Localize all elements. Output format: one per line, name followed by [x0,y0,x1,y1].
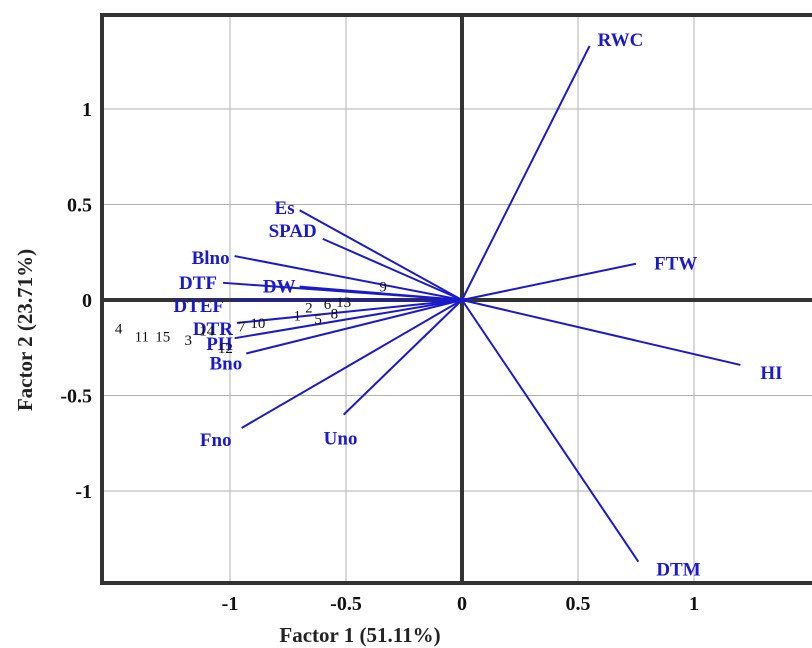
vector-label-ph: PH [206,334,233,355]
vector-es [299,209,463,301]
vector-label-dtr: DTR [193,319,233,340]
vector-dtr [236,299,463,324]
vector-label-blno: Blno [192,248,230,269]
vector-uno [342,299,463,416]
vector-dtm [461,299,640,563]
variable-vectors: RWCFTWHIDTMEsSPADBlnoDWDTFDTEFDTRPHBnoFn… [173,30,782,581]
vector-ftw [461,262,637,301]
vector-label-uno: Uno [324,429,358,450]
vector-label-dtef: DTEF [173,296,224,317]
vector-ph [234,299,463,340]
observation-label-2: 2 [305,301,313,317]
vector-fno [241,299,463,429]
x-tick-label: 1 [689,593,699,615]
y-tick-label: -1 [75,481,92,503]
observation-label-1: 1 [294,308,302,324]
vector-blno [234,255,463,301]
vector-label-ftw: FTW [654,254,697,275]
vector-dtf [222,281,463,301]
observation-label-8: 8 [331,306,339,322]
x-tick-label: -0.5 [330,593,362,615]
vector-rwc [461,45,591,301]
vector-label-spad: SPAD [269,221,317,242]
y-tick-label: 0 [82,290,92,312]
vector-label-dtf: DTF [179,273,217,294]
vector-label-es: Es [275,198,295,219]
observation-label-6: 6 [324,297,332,313]
observation-label-11: 11 [135,329,149,345]
x-tick-label: 0 [457,593,467,615]
observation-label-15: 15 [155,329,170,345]
observation-label-14: 14 [199,324,215,340]
grid-lines [102,15,812,583]
vector-label-hi: HI [760,363,782,384]
observation-label-9: 9 [379,280,387,296]
observation-label-13: 13 [336,295,351,311]
plot-frame [100,13,812,585]
observation-label-4: 4 [115,322,123,338]
x-tick-label: -1 [222,593,239,615]
vector-label-bno: Bno [209,353,242,374]
observation-label-3: 3 [184,333,192,349]
x-axis-title: Factor 1 (51.11%) [279,623,440,647]
y-tick-label: 0.5 [67,195,92,217]
observation-label-7: 7 [238,320,246,336]
tick-labels: -1 -0.5 0 0.5 1 -1 -0.5 0 0.5 1 [60,99,699,615]
vector-spad [322,237,463,301]
observation-label-12: 12 [218,341,233,357]
vector-label-fno: Fno [200,430,232,451]
observation-label-5: 5 [314,312,322,328]
vector-bno [245,299,463,355]
x-tick-label: 0.5 [566,593,591,615]
observation-label-10: 10 [250,316,265,332]
y-tick-label: -0.5 [60,386,92,408]
vector-label-dtm: DTM [656,560,700,581]
y-tick-label: 1 [82,99,92,121]
vector-label-rwc: RWC [598,30,644,51]
vector-hi [461,299,741,366]
y-axis-title: Factor 2 (23.71%) [13,249,37,411]
